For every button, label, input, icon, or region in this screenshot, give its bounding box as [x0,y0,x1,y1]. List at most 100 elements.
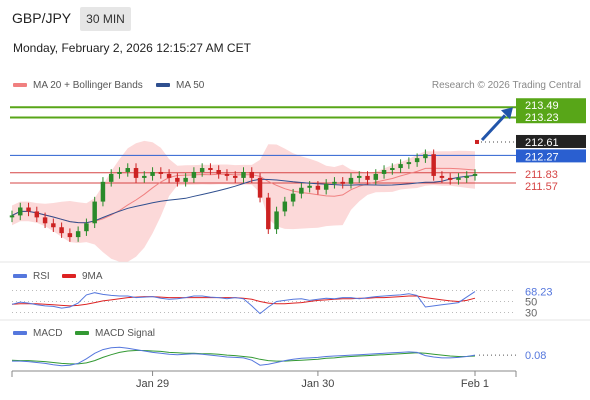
candle-body [183,177,188,182]
forecast-arrow-head [501,107,513,120]
legend-label: 9MA [82,271,103,282]
legend-swatch [62,274,76,279]
research-credit: Research © 2026 Trading Central [431,80,581,91]
candle-body [464,175,469,178]
candle-body [299,187,304,194]
candle-body [332,181,337,184]
legend-macd: MACD [13,328,62,339]
bollinger-band [12,140,475,262]
candle-body [9,215,15,218]
candle-body [216,170,221,174]
price-label: 212.61 [525,137,559,149]
candle-body [34,211,40,218]
current-price-marker [475,139,479,144]
ma50-line [11,174,476,224]
price-label-box [516,98,586,112]
rsi-value-label: 68.23 [525,286,553,298]
legend-swatch [13,331,27,336]
legend-label: RSI [33,271,50,282]
candle-body [266,197,271,230]
legend-label: MACD [33,328,63,339]
candle-body [199,168,205,172]
x-tick-label: Jan 29 [136,378,169,390]
candle-body [59,227,64,234]
candle-body [67,233,73,238]
candle-body [274,211,279,230]
legend-swatch [156,83,170,88]
rsi-tick-label: 50 [525,297,537,309]
legend-label: MACD Signal [95,328,156,339]
candle-body [323,183,329,190]
candle-body [166,173,172,178]
candle-body [26,207,31,212]
price-label-box [516,110,586,124]
legend-ma20-bollinger: MA 20 + Bollinger Bands [13,80,143,91]
candle-body [117,171,122,174]
candle-body [439,175,445,178]
candle-body [398,164,403,169]
candle-body [100,181,106,202]
candle-body [414,158,420,163]
rsi-9ma-line [11,295,476,307]
candle-body [390,168,395,170]
candle-body [232,175,238,178]
candle-body [381,170,387,174]
macd-value-label: 0.08 [525,350,546,362]
candle-body [447,177,453,180]
candle-body [456,177,461,180]
rsi-tick-label: 30 [525,308,537,320]
x-tick-label: Jan 30 [301,378,334,390]
candle-body [472,173,478,176]
candle-body [431,154,436,176]
legend-label: MA 20 + Bollinger Bands [33,80,143,91]
rsi-line [11,291,476,315]
legend-rsi-9ma: 9MA [62,271,103,282]
price-label: 213.49 [525,100,559,112]
candle-body [150,171,155,176]
candle-body [84,223,89,232]
legend-ma50: MA 50 [156,80,204,91]
candle-body [357,175,362,178]
candle-body [423,154,428,159]
legend-macd-signal: MACD Signal [75,328,155,339]
price-label: 211.83 [525,169,558,181]
candle-body [108,173,114,182]
macd-signal-line [11,350,476,365]
legend-swatch [13,83,27,88]
forecast-arrow-shaft [480,114,507,141]
candle-body [175,177,180,182]
macd-line [12,346,476,367]
candle-body [42,217,48,224]
candle-body [290,193,296,202]
timeframe-button[interactable]: 30 MIN [80,7,131,31]
candle-body [340,181,345,184]
candle-body [133,168,139,178]
candle-body [241,171,246,178]
candle-body [406,162,412,165]
legend-swatch [13,274,27,279]
price-label-box [516,149,586,163]
candle-body [191,171,197,178]
candle-body [158,171,164,174]
candle-body [224,173,230,176]
candle-body [365,175,370,180]
candle-body [125,168,130,172]
legend-swatch [75,331,89,336]
candle-body [257,177,263,198]
candle-body [307,185,312,188]
candle-body [75,231,81,238]
candle-body [208,168,213,170]
price-label: 211.57 [525,181,558,193]
candle-body [92,201,97,224]
candle-body [51,223,56,228]
datetime-label: Monday, February 2, 2026 12:15:27 AM CET [13,41,251,55]
x-tick-label: Feb 1 [461,378,489,390]
legend-rsi: RSI [13,271,50,282]
symbol-title: GBP/JPY [12,10,72,26]
candle-body [18,207,23,216]
price-label-box [516,134,586,148]
candle-body [249,171,255,178]
price-label: 212.27 [525,151,559,163]
price-label: 213.23 [525,112,559,124]
